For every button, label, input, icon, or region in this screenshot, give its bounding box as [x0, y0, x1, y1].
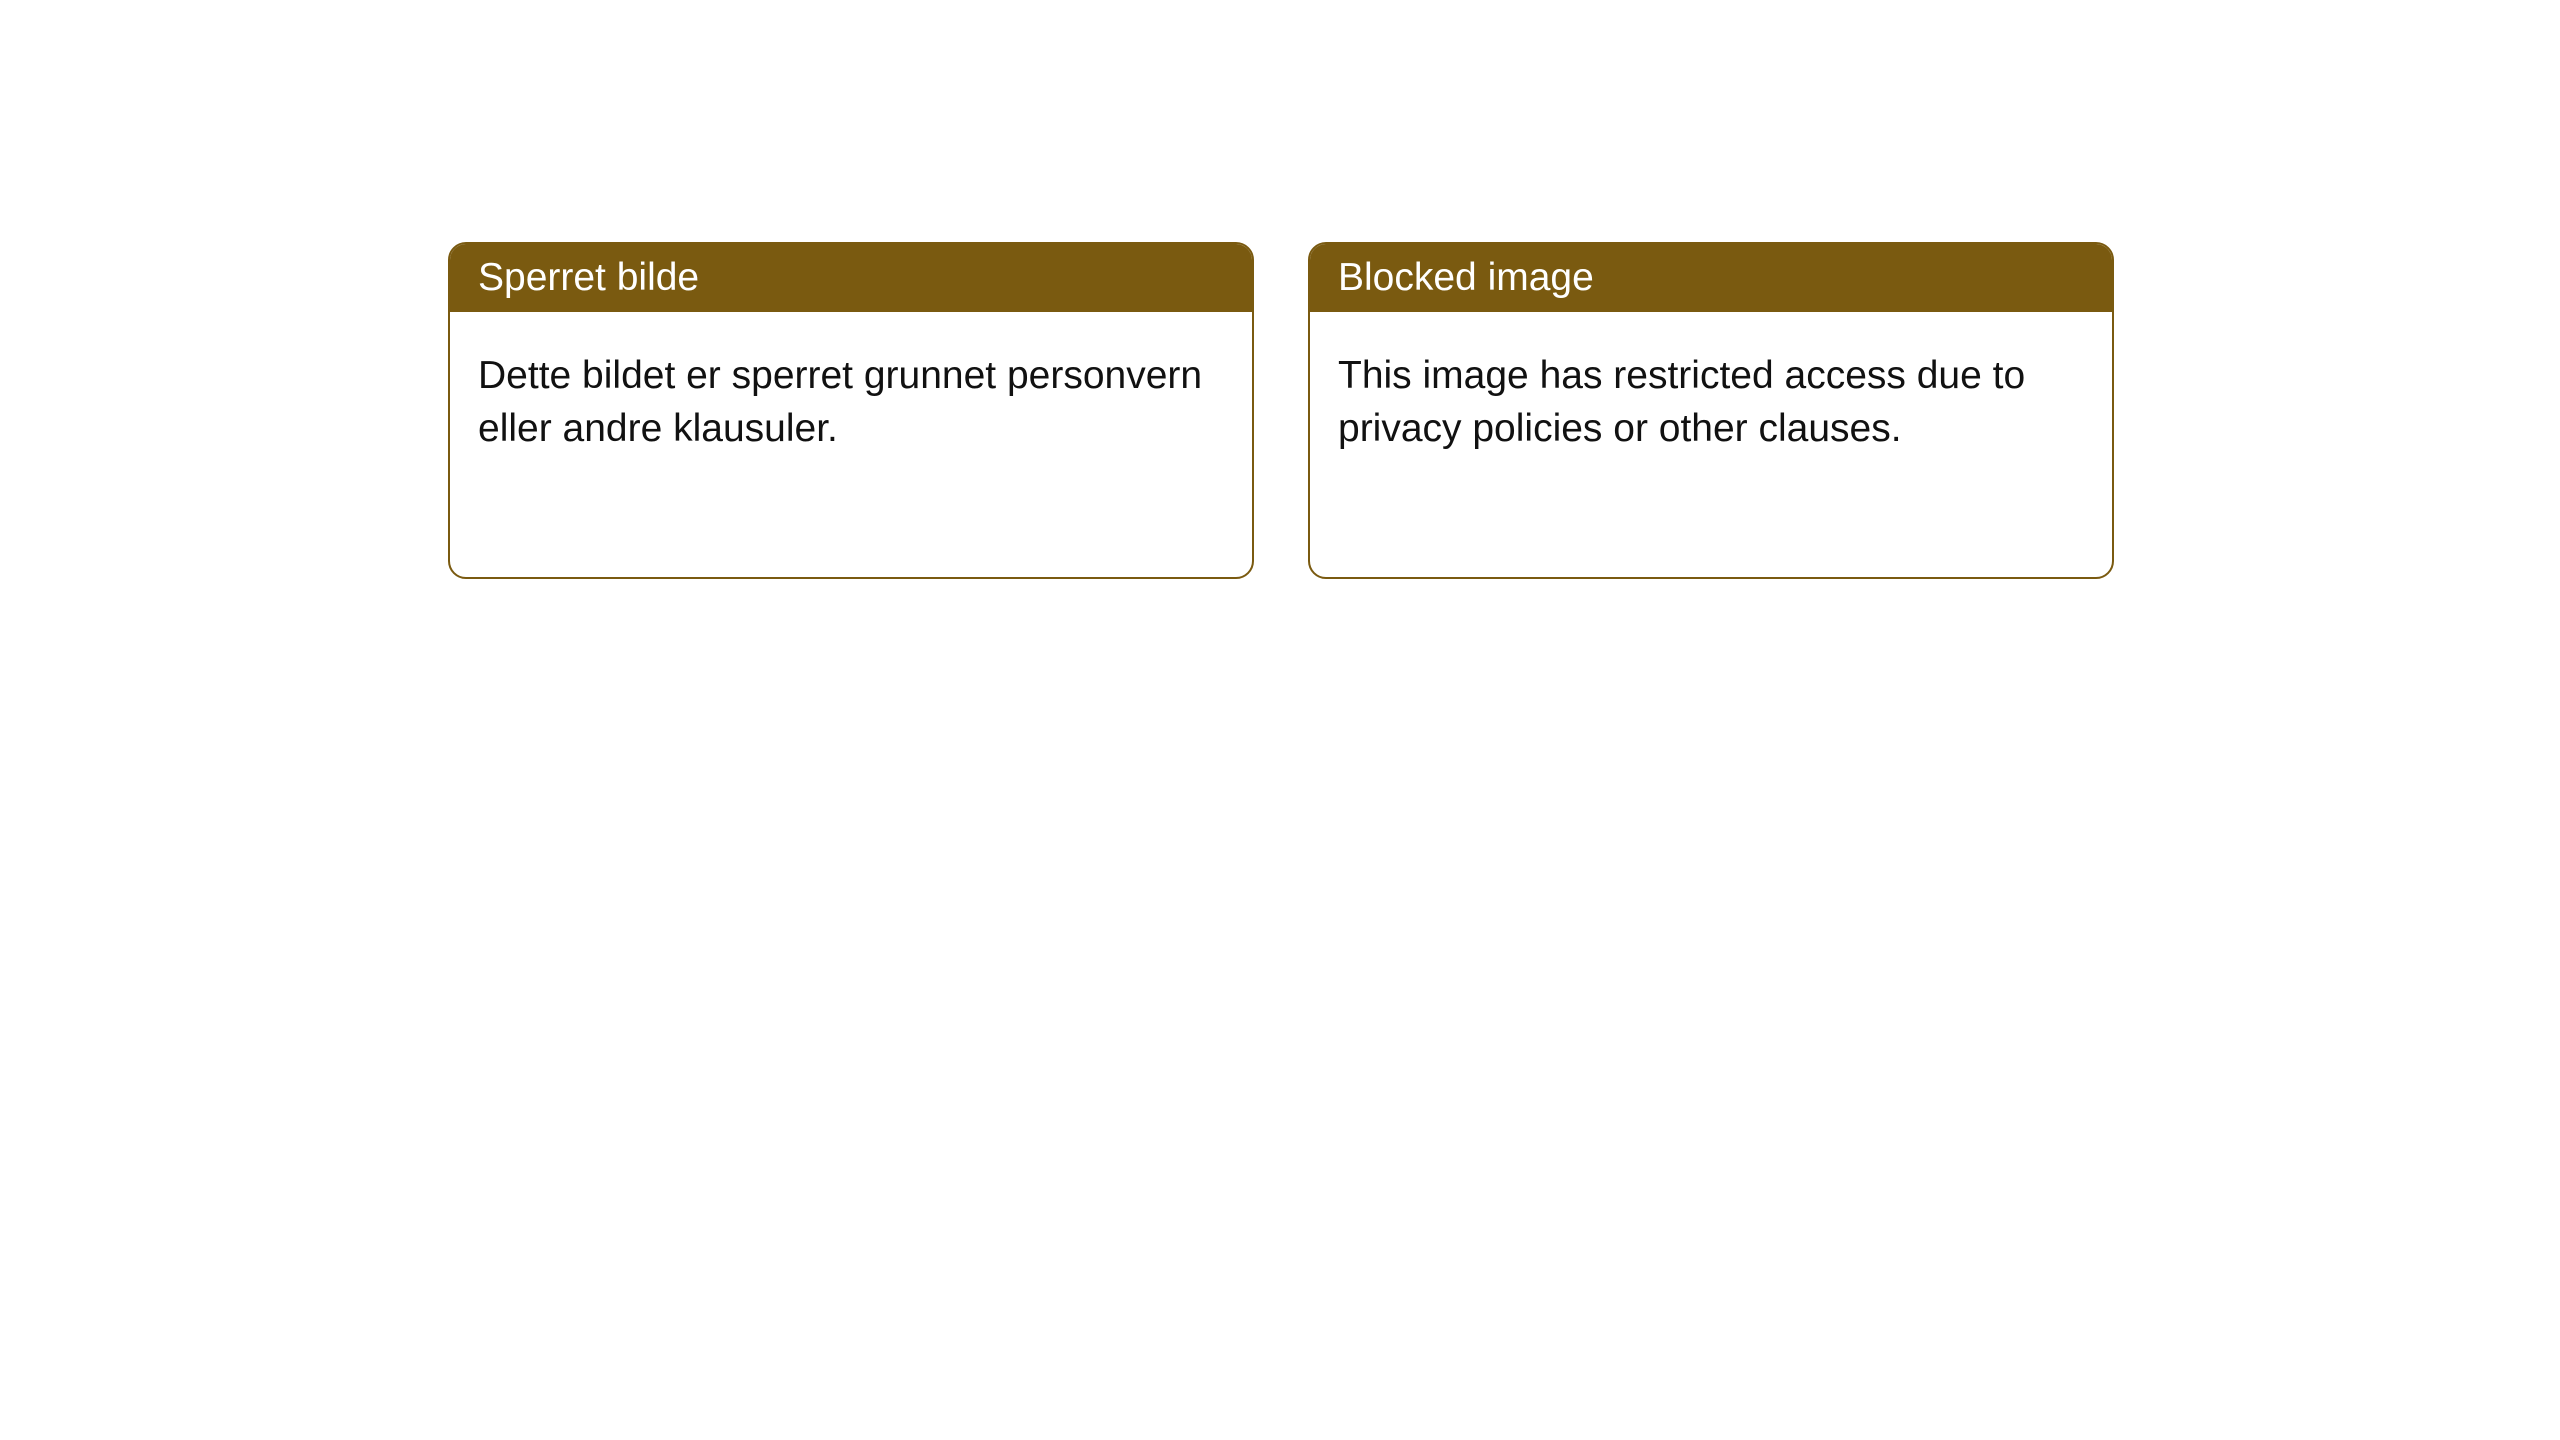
card-body: Dette bildet er sperret grunnet personve…	[450, 312, 1252, 493]
card-header: Sperret bilde	[450, 244, 1252, 312]
card-header: Blocked image	[1310, 244, 2112, 312]
notice-cards-container: Sperret bilde Dette bildet er sperret gr…	[0, 0, 2560, 579]
notice-card-norwegian: Sperret bilde Dette bildet er sperret gr…	[448, 242, 1254, 579]
card-title: Blocked image	[1338, 256, 1594, 299]
card-body-text: Dette bildet er sperret grunnet personve…	[478, 354, 1202, 450]
card-title: Sperret bilde	[478, 256, 699, 299]
card-body-text: This image has restricted access due to …	[1338, 354, 2025, 450]
card-body: This image has restricted access due to …	[1310, 312, 2112, 493]
notice-card-english: Blocked image This image has restricted …	[1308, 242, 2114, 579]
